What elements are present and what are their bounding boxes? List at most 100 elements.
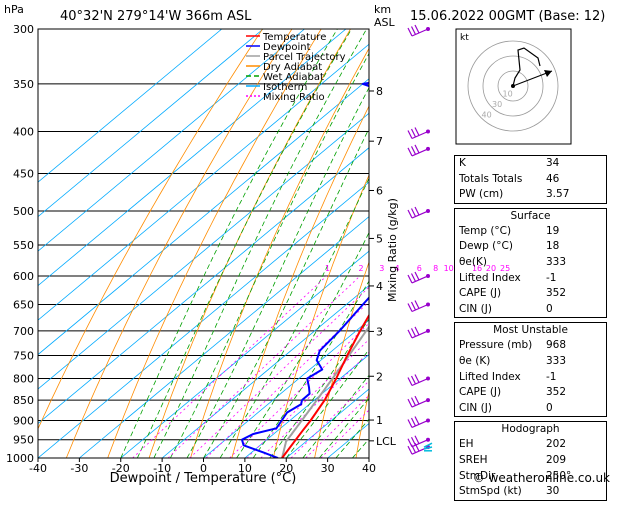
pressure-tick-label: 850 bbox=[13, 394, 34, 407]
wind-barb-flag bbox=[412, 302, 416, 310]
isotherm-line bbox=[0, 29, 511, 458]
wind-barb-flag bbox=[412, 27, 416, 35]
index-label: Temp (°C) bbox=[459, 224, 511, 240]
mixing-ratio-label: 1 bbox=[325, 264, 330, 273]
mixing-ratio-line bbox=[206, 276, 396, 458]
index-value: 0 bbox=[546, 302, 602, 318]
mixing-ratio-label: 6 bbox=[417, 264, 422, 273]
index-value: 202 bbox=[546, 437, 602, 453]
wind-barb-flag bbox=[415, 416, 419, 424]
index-value: 3.57 bbox=[546, 187, 602, 203]
index-value: 209 bbox=[546, 453, 602, 469]
index-value: -1 bbox=[546, 370, 602, 386]
legend-label: Mixing Ratio bbox=[263, 92, 325, 103]
index-value: -1 bbox=[546, 271, 602, 287]
index-row: Lifted Index -1 bbox=[455, 271, 606, 287]
index-label: StmDir bbox=[459, 469, 495, 485]
asl-label: ASL bbox=[374, 16, 396, 29]
pressure-tick-label: 300 bbox=[13, 23, 34, 36]
index-label: θe (K) bbox=[459, 354, 490, 370]
hodograph-title: Hodograph bbox=[455, 422, 606, 437]
pressure-tick-label: 800 bbox=[13, 372, 34, 385]
index-label: Lifted Index bbox=[459, 370, 521, 386]
index-label: StmSpd (kt) bbox=[459, 484, 522, 500]
mixing-ratio-line bbox=[230, 276, 419, 458]
pressure-tick-label: 550 bbox=[13, 239, 34, 252]
km-tick-label: 2 bbox=[376, 370, 383, 383]
index-value: 34 bbox=[546, 156, 602, 172]
pressure-tick-label: 900 bbox=[13, 414, 34, 427]
dry-adiabat-line bbox=[66, 29, 292, 458]
index-row: StmDir 250° bbox=[455, 469, 606, 485]
wind-barb-flag bbox=[415, 207, 419, 215]
index-value: 333 bbox=[546, 354, 602, 370]
index-row: CAPE (J)352 bbox=[455, 385, 606, 401]
wind-barbs bbox=[408, 25, 432, 454]
index-label: θe(K) bbox=[459, 255, 487, 271]
index-row: Dewp (°C) 18 bbox=[455, 239, 606, 255]
index-row: CIN (J)0 bbox=[455, 401, 606, 417]
mixing-ratio-label: 2 bbox=[358, 264, 363, 273]
index-row: EH 202 bbox=[455, 437, 606, 453]
pressure-tick-label: 750 bbox=[13, 349, 34, 362]
wind-barb-flag bbox=[412, 209, 416, 217]
wind-barb-flag bbox=[408, 210, 412, 218]
index-row: CIN (J) 0 bbox=[455, 302, 606, 318]
km-tick-label: 3 bbox=[376, 325, 383, 338]
mixing-ratio-label: 8 bbox=[433, 264, 438, 273]
isotherm-line bbox=[0, 29, 470, 458]
index-value: 0 bbox=[546, 401, 602, 417]
index-label: CIN (J) bbox=[459, 302, 492, 318]
km-tick-label: 1 bbox=[376, 414, 383, 427]
most-unstable-title: Most Unstable bbox=[455, 323, 606, 338]
index-row: θe (K) 333 bbox=[455, 354, 606, 370]
x-tick-label: 40 bbox=[362, 462, 376, 475]
km-label: km bbox=[374, 3, 391, 16]
wind-barb-flag bbox=[415, 396, 419, 404]
wind-barb-flag bbox=[408, 304, 412, 312]
wind-barb-flag bbox=[408, 275, 412, 283]
index-row: K 34 bbox=[455, 156, 606, 172]
mixing-ratio-line bbox=[261, 276, 448, 458]
index-label: PW (cm) bbox=[459, 187, 503, 203]
index-label: K bbox=[459, 156, 466, 172]
wind-barb-flag bbox=[408, 131, 412, 139]
wind-barb-flag bbox=[415, 327, 419, 335]
km-tick-label: 4 bbox=[376, 280, 383, 293]
mixing-ratio-axis-title: Mixing Ratio (g/kg) bbox=[386, 198, 399, 302]
wind-barb-flag bbox=[412, 418, 416, 426]
index-row: Lifted Index -1 bbox=[455, 370, 606, 386]
index-value: 352 bbox=[546, 286, 602, 302]
wind-barb-flag bbox=[412, 146, 416, 154]
wind-barb-flag bbox=[408, 399, 412, 407]
index-label: CAPE (J) bbox=[459, 286, 501, 302]
datetime-title: 15.06.2022 00GMT (Base: 12) bbox=[410, 9, 605, 24]
index-row: StmSpd (kt)30 bbox=[455, 484, 606, 500]
wind-barb-flag bbox=[415, 436, 419, 444]
index-value: 333 bbox=[546, 255, 602, 271]
wind-barb-flag bbox=[415, 301, 419, 309]
index-value: 250° bbox=[546, 469, 602, 485]
wind-barb-flag bbox=[412, 273, 416, 281]
index-value: 18 bbox=[546, 239, 602, 255]
pressure-tick-label: 400 bbox=[13, 126, 34, 139]
wind-barb-flag bbox=[408, 377, 412, 385]
km-tick-label: 6 bbox=[376, 184, 383, 197]
km-tick-label: LCL bbox=[376, 435, 397, 448]
isotherm-line bbox=[0, 29, 305, 458]
hodograph-ring-label: 40 bbox=[482, 111, 492, 120]
index-label: Lifted Index bbox=[459, 271, 521, 287]
index-value: 968 bbox=[546, 338, 602, 354]
index-label: Dewp (°C) bbox=[459, 239, 513, 255]
index-label: EH bbox=[459, 437, 474, 453]
index-label: CAPE (J) bbox=[459, 385, 501, 401]
mixing-ratio-label: 3 bbox=[379, 264, 384, 273]
wind-barb-flag bbox=[408, 446, 412, 454]
dry-adiabat-line bbox=[604, 29, 629, 458]
wind-barb-flag bbox=[408, 330, 412, 338]
